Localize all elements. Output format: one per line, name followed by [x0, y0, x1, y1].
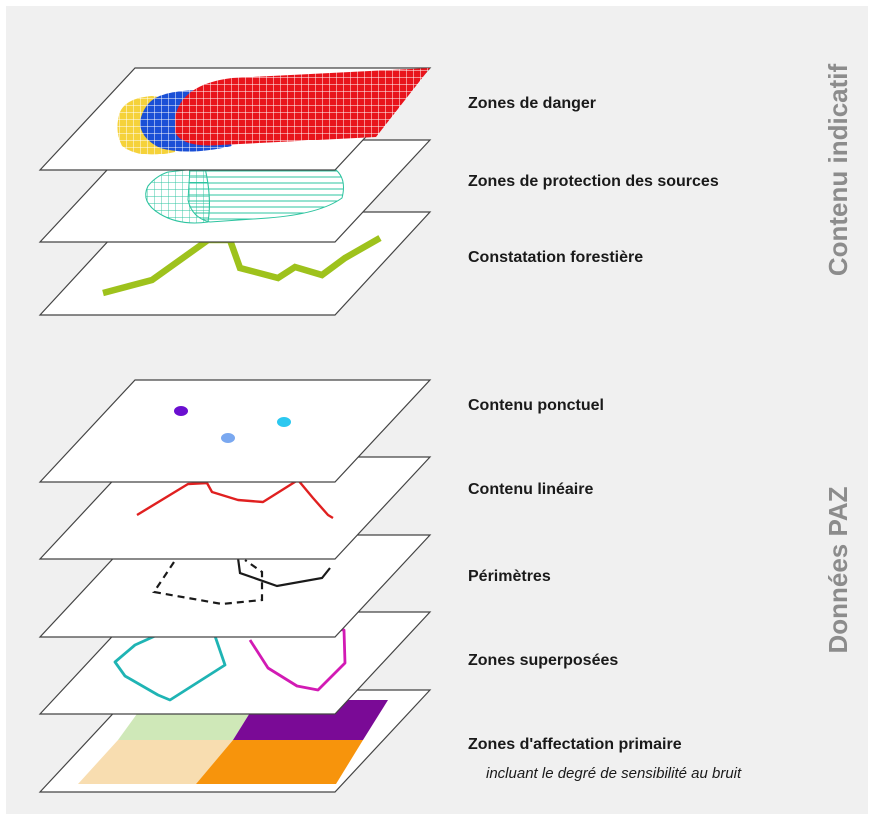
- label-points: Contenu ponctuel: [468, 397, 604, 414]
- label-primary: Zones d'affectation primaire: [468, 736, 682, 753]
- label-overlay: Zones superposées: [468, 652, 618, 669]
- label-danger: Zones de danger: [468, 95, 596, 112]
- label-lines: Contenu linéaire: [468, 481, 593, 498]
- point-light-blue: [221, 433, 235, 443]
- overlay-zone-teal: [113, 634, 227, 702]
- forest-boundary: [102, 235, 382, 297]
- label-forest: Constatation forestière: [468, 249, 643, 266]
- linear-route: [136, 478, 334, 520]
- label-primary-note: incluant le degré de sensibilité au brui…: [486, 765, 742, 782]
- layer-perimeters: [38, 534, 432, 638]
- label-perimeters: Périmètres: [468, 568, 551, 585]
- danger-zone-red: [175, 68, 430, 146]
- layer-danger: [38, 67, 432, 171]
- perimeter-solid: [236, 557, 331, 588]
- point-cyan: [277, 417, 291, 427]
- layer-point-content: [38, 379, 432, 483]
- perimeter-dashed: [152, 559, 264, 606]
- label-protection: Zones de protection des sources: [468, 173, 719, 190]
- group-title-paz: Données PAZ: [823, 486, 853, 653]
- zone-orange: [196, 740, 363, 784]
- layer-primary-zones: [38, 689, 432, 793]
- overlay-zone-magenta: [248, 618, 347, 692]
- point-violet: [174, 406, 188, 416]
- sheet-point-content: [38, 379, 432, 483]
- zone-beige: [78, 740, 233, 784]
- group-title-indicative: Contenu indicatif: [823, 64, 853, 277]
- protection-zone-inner: [145, 167, 211, 224]
